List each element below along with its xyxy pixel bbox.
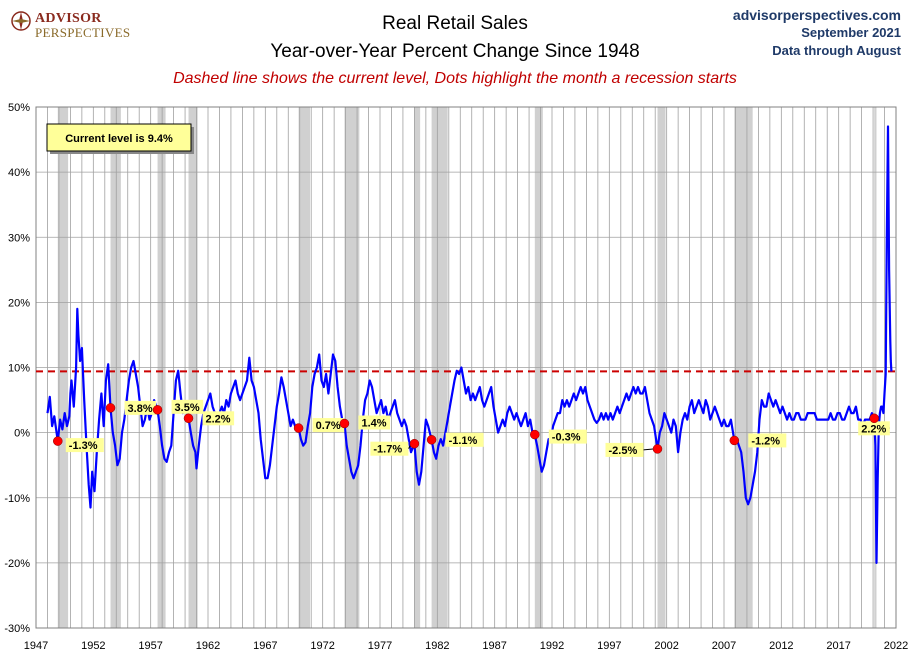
chart-title: Real Retail Sales (382, 13, 528, 34)
data-label-box (171, 399, 204, 414)
data-label: 2.2% (861, 423, 886, 435)
data-label-box (124, 400, 157, 415)
recession-start-dot (426, 435, 437, 445)
current-level-callout (46, 123, 192, 152)
compass-logo-icon (11, 11, 31, 31)
x-tick-label: 1952 (81, 640, 105, 652)
data-label: -0.3% (552, 432, 581, 444)
recession-start-dot (652, 444, 663, 454)
recession-start-dot (53, 436, 63, 446)
logo-text-line2: PERSPECTIVES (35, 25, 131, 40)
data-label-box (445, 432, 484, 447)
current-level-callout-text: Current level is 9.4% (65, 133, 173, 145)
x-tick-label: 1997 (597, 640, 621, 652)
y-tick-label: 10% (8, 363, 30, 375)
recession-start-dot (293, 423, 304, 433)
y-tick-label: 20% (8, 297, 30, 309)
data-label: 2.2% (206, 413, 231, 425)
x-tick-label: 1967 (253, 640, 277, 652)
data-label: -1.1% (449, 435, 478, 447)
recession-start-dot (339, 418, 350, 429)
label-leader-line (643, 448, 655, 451)
x-tick-label: 2007 (712, 640, 736, 652)
x-tick-label: 2017 (826, 640, 850, 652)
data-label-box (312, 418, 345, 433)
data-label-box (65, 438, 104, 453)
x-tick-label: 1972 (310, 640, 334, 652)
recession-start-dot (530, 429, 540, 440)
data-label-box (202, 411, 235, 426)
x-tick-label: 2022 (884, 640, 908, 652)
data-label-box (358, 415, 391, 430)
y-tick-label: -30% (4, 623, 30, 635)
data-label: 0.7% (316, 420, 341, 432)
x-tick-label: 1982 (425, 640, 449, 652)
x-tick-label: 1977 (368, 640, 392, 652)
y-tick-label: -10% (4, 493, 30, 505)
data-label: 3.5% (175, 402, 200, 414)
source-data-through: Data through August (772, 43, 901, 58)
y-tick-label: 0% (14, 428, 30, 440)
x-tick-label: 1987 (482, 640, 506, 652)
data-label: -1.3% (69, 440, 98, 452)
data-label: -1.2% (751, 435, 780, 447)
x-tick-label: 1957 (138, 640, 162, 652)
y-tick-label: 30% (8, 232, 30, 244)
data-label-box (548, 429, 587, 444)
x-tick-label: 1947 (24, 640, 48, 652)
data-label: -1.7% (373, 444, 402, 456)
y-tick-label: -20% (4, 558, 30, 570)
recession-start-dot (152, 405, 163, 415)
recession-start-dot (869, 413, 879, 424)
x-tick-label: 2002 (654, 640, 678, 652)
source-date: September 2021 (801, 25, 901, 40)
chart-subtitle-title: Year-over-Year Percent Change Since 1948 (270, 41, 640, 62)
recession-start-dot (729, 435, 740, 446)
data-label: 1.4% (361, 418, 386, 430)
data-label-box (858, 421, 890, 436)
advisor-perspectives-logo: ADVISOR PERSPECTIVES (10, 10, 140, 40)
recession-start-dot (105, 403, 116, 413)
y-tick-label: 50% (8, 102, 30, 114)
logo-text-line1: ADVISOR (35, 11, 102, 26)
plot-border (35, 106, 897, 629)
x-tick-label: 1992 (540, 640, 564, 652)
data-label-box (605, 442, 644, 457)
source-site: advisorperspectives.com (732, 7, 901, 23)
data-label: -2.5% (608, 445, 637, 457)
data-label-box (370, 441, 409, 456)
data-label-box (748, 433, 787, 448)
x-tick-label: 2012 (769, 640, 793, 652)
y-tick-label: 40% (8, 167, 30, 179)
chart-note: Dashed line shows the current level, Dot… (173, 70, 737, 87)
x-tick-label: 1962 (196, 640, 220, 652)
data-label: 3.8% (128, 403, 153, 415)
recession-start-dot (409, 438, 420, 449)
recession-start-dot (183, 413, 194, 424)
